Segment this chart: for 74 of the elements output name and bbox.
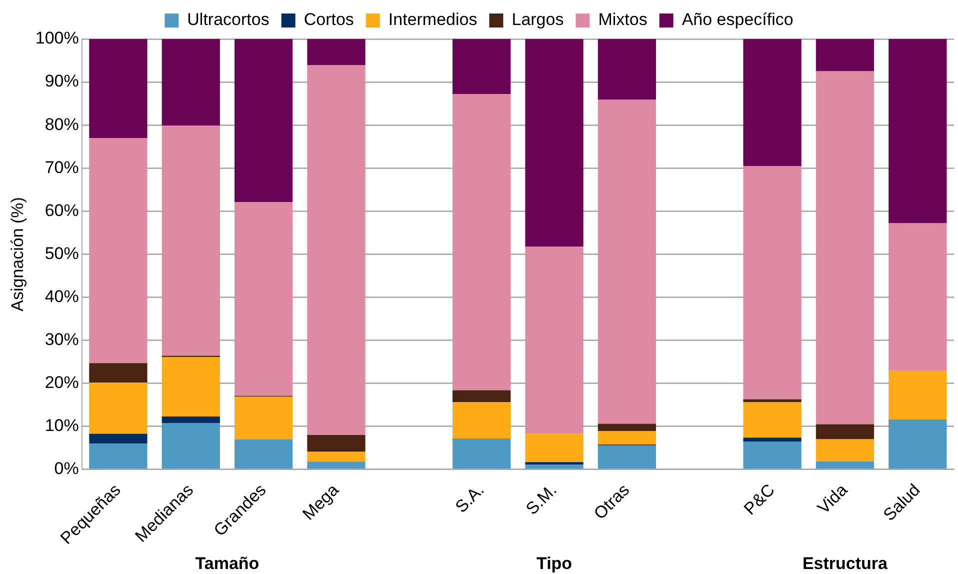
- bar: [598, 100, 656, 424]
- y-tick-label: 100%: [35, 28, 79, 48]
- bar: [525, 39, 584, 246]
- bar: [162, 357, 220, 416]
- bar: [452, 402, 511, 438]
- y-tick-label: 40%: [44, 286, 79, 306]
- bar: [816, 39, 874, 72]
- bar: [816, 71, 874, 424]
- bar: [598, 431, 656, 444]
- bar: [816, 424, 874, 440]
- bar: [743, 166, 802, 400]
- bar: [162, 422, 220, 469]
- bar: [888, 223, 947, 371]
- y-tick-label: 70%: [44, 158, 79, 177]
- bar: [234, 396, 293, 440]
- y-tick-label: 50%: [44, 244, 79, 263]
- bar: [525, 434, 584, 462]
- bar: [743, 441, 802, 469]
- bar: [89, 39, 148, 138]
- bar: [525, 464, 584, 469]
- legend-label: Largos: [512, 10, 564, 30]
- bar: [525, 246, 584, 434]
- legend-label: Ultracortos: [187, 10, 270, 30]
- x-tick-label: S.A.: [452, 480, 488, 517]
- y-tick-label: 0%: [54, 459, 79, 478]
- bar: [598, 445, 656, 469]
- text: Estructura: [802, 554, 888, 574]
- bar: [743, 402, 802, 438]
- legend-label: Intermedios: [388, 10, 478, 30]
- bar: [525, 462, 584, 465]
- text: Tipo: [536, 554, 572, 574]
- bar: [162, 416, 220, 423]
- legend-label: Cortos: [304, 10, 354, 30]
- bar: [743, 399, 802, 402]
- bar: [888, 39, 947, 224]
- y-axis-title: Asignación (%): [8, 197, 27, 312]
- y-tick-label: 10%: [44, 416, 79, 436]
- bar: [89, 363, 148, 382]
- bar: [307, 462, 366, 469]
- y-tick-label: 80%: [44, 114, 79, 134]
- y-tick-label: 20%: [44, 373, 79, 392]
- y-tick-label: 60%: [44, 200, 79, 220]
- bar: [89, 444, 148, 469]
- legend-label: Mixtos: [598, 10, 648, 30]
- text: Tamaño: [195, 554, 260, 574]
- bar: [888, 370, 947, 420]
- bar: [816, 461, 874, 469]
- legend-label: Año específico: [682, 10, 794, 30]
- bar: [452, 438, 511, 469]
- bar: [307, 435, 366, 452]
- bar: [234, 439, 293, 469]
- bar: [89, 138, 148, 364]
- bar: [162, 126, 220, 356]
- x-tick-label: S.M.: [522, 480, 560, 519]
- bar: [452, 94, 511, 390]
- bar: [452, 390, 511, 402]
- y-tick-label: 30%: [44, 330, 79, 349]
- bar: [307, 452, 366, 462]
- bar: [89, 382, 148, 434]
- bar: [743, 39, 802, 166]
- bar: [452, 39, 511, 94]
- bar: [307, 39, 366, 66]
- bar: [162, 39, 220, 126]
- bar: [307, 65, 366, 435]
- bar: [234, 39, 293, 202]
- bar: [234, 202, 293, 396]
- bar: [598, 424, 656, 432]
- bar: [89, 434, 148, 444]
- bar: [598, 39, 656, 100]
- x-tick-label: Vida: [814, 480, 852, 518]
- y-tick-label: 90%: [44, 72, 79, 91]
- bar: [816, 439, 874, 462]
- bar: [888, 420, 947, 469]
- bar: [743, 438, 802, 442]
